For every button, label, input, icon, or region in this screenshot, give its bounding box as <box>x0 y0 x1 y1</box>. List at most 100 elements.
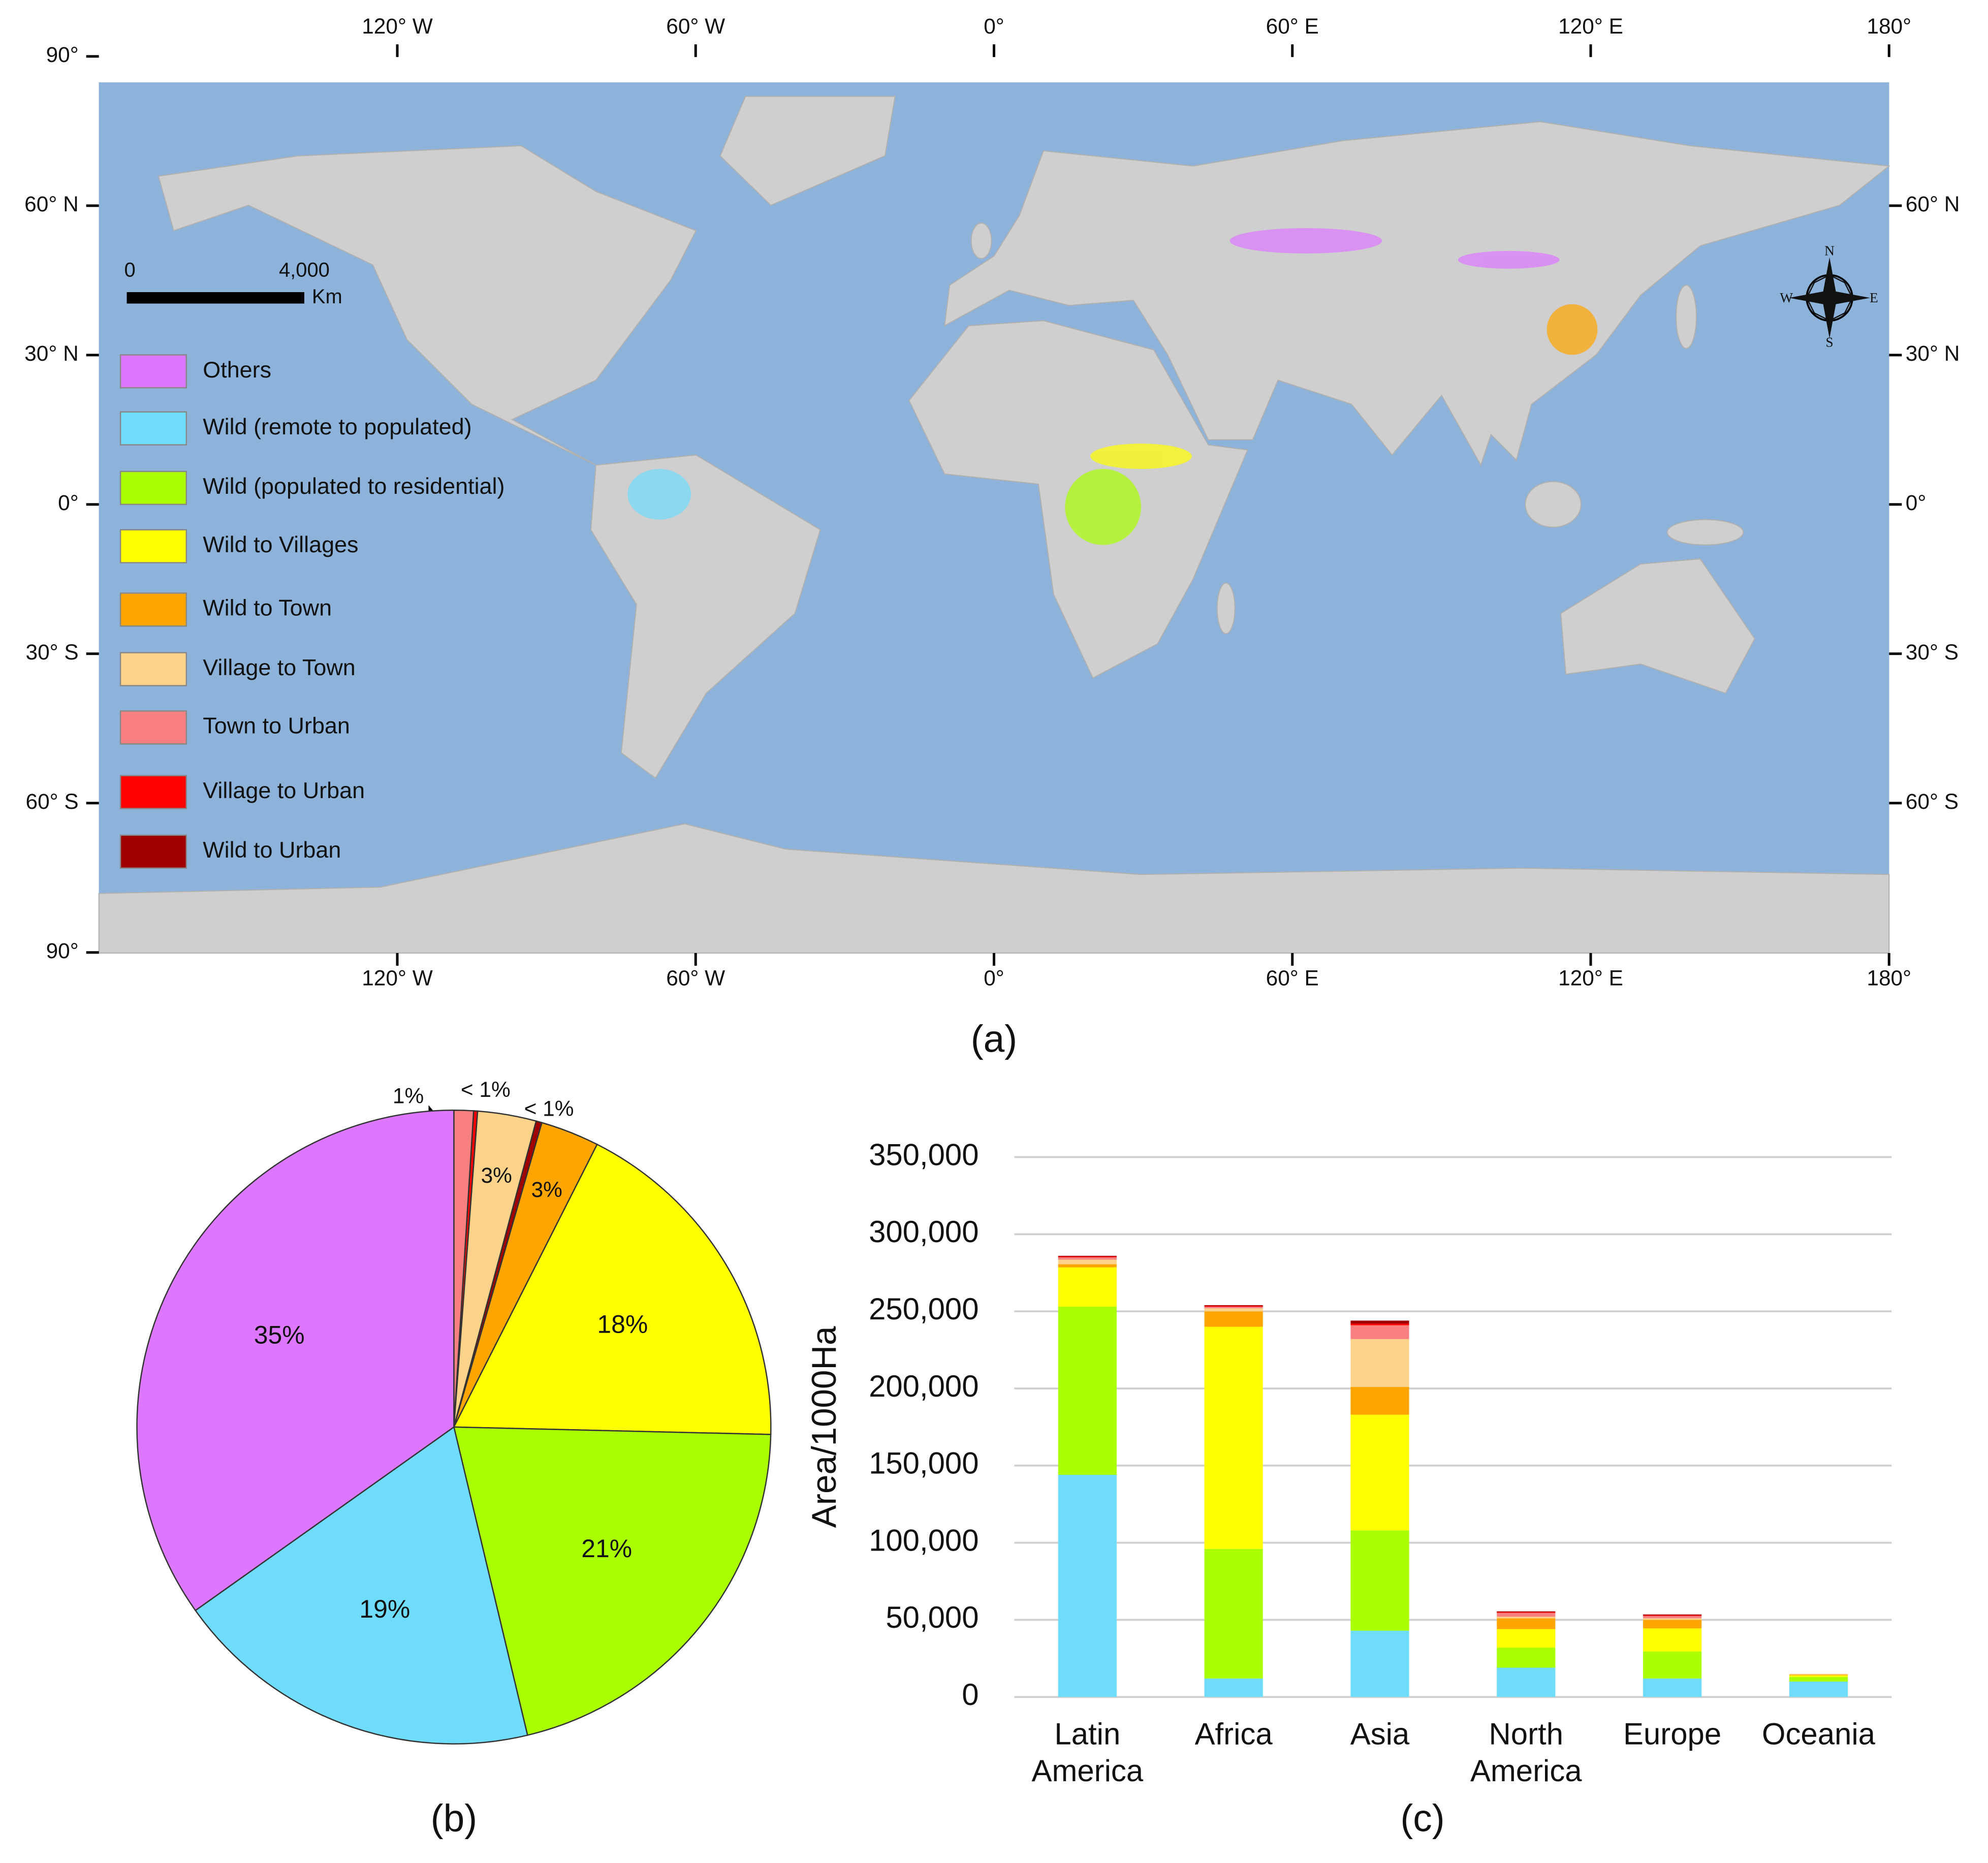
bar-segment <box>1789 1673 1848 1675</box>
lat-label: 90° <box>46 43 79 67</box>
compass-s: S <box>1825 334 1833 350</box>
legend-label: Town to Urban <box>203 713 350 739</box>
bar-segment <box>1789 1675 1848 1677</box>
lat-label: 30° N <box>1906 341 1960 365</box>
bar-segment <box>1058 1257 1117 1260</box>
pie-slice <box>453 1143 772 1435</box>
scale-unit: Km <box>312 286 342 308</box>
legend-swatch <box>119 652 187 686</box>
pie-slice <box>136 1109 455 1612</box>
pie-label: 21% <box>581 1534 632 1563</box>
bar-segment <box>1350 1339 1409 1387</box>
legend-label: Village to Urban <box>203 777 365 803</box>
y-tick-label: 300,000 <box>869 1215 979 1249</box>
bar-segment <box>1350 1630 1409 1697</box>
bar-segment <box>1058 1259 1117 1265</box>
pie-label: 1% <box>393 1084 424 1108</box>
legend-label: Wild to Urban <box>203 837 341 863</box>
bar-segment <box>1350 1414 1409 1531</box>
lat-label: 0° <box>58 491 79 515</box>
bar-segment <box>1497 1613 1556 1617</box>
bar-segment <box>1350 1386 1409 1415</box>
bar-segment <box>1643 1618 1702 1620</box>
lon-label: 60° E <box>1266 966 1319 990</box>
bar-segment <box>1497 1629 1556 1648</box>
bar-segment <box>1643 1651 1702 1679</box>
bar-segment <box>1350 1323 1409 1325</box>
pie-label: 3% <box>481 1163 512 1187</box>
lat-label: 60° N <box>24 192 79 216</box>
caption-c: (c) <box>1400 1796 1444 1839</box>
bar-segment <box>1058 1256 1117 1257</box>
bar-segment <box>1350 1530 1409 1631</box>
legend-label: Village to Town <box>203 654 355 680</box>
bar-segment <box>1204 1307 1263 1309</box>
bar-segment <box>1643 1615 1702 1616</box>
bar-segment <box>1204 1678 1263 1697</box>
pie-label: 18% <box>597 1310 648 1339</box>
pie-label: 19% <box>359 1595 410 1623</box>
bar-segment <box>1350 1320 1409 1324</box>
compass-e: E <box>1870 290 1878 305</box>
bar-segment <box>1204 1327 1263 1549</box>
pie-label: 35% <box>254 1321 305 1349</box>
lon-label: 180° <box>1867 966 1911 990</box>
pie-slice <box>194 1426 528 1745</box>
lon-label: 60° W <box>666 966 725 990</box>
bar-segment <box>1789 1681 1848 1697</box>
bar-segment <box>1643 1616 1702 1619</box>
bar-segment <box>1497 1648 1556 1668</box>
bar-segment <box>1643 1620 1702 1629</box>
bar-segment <box>1204 1306 1263 1307</box>
legend-swatch <box>119 354 187 389</box>
lat-label: 60° S <box>25 790 78 813</box>
lon-label: 120° E <box>1558 14 1623 38</box>
y-tick-label: 250,000 <box>869 1292 979 1326</box>
y-tick-label: 350,000 <box>869 1138 979 1172</box>
bar-segment <box>1058 1267 1117 1307</box>
lon-label: 0° <box>984 14 1004 38</box>
pie-slice <box>453 1426 772 1736</box>
lon-label: 60° W <box>666 14 725 38</box>
scale-end: 4,000 <box>279 259 330 281</box>
lat-label: 30° S <box>25 640 78 664</box>
x-tick-label: North America <box>1470 1717 1582 1787</box>
bar-segment <box>1350 1325 1409 1339</box>
x-tick-label: Africa <box>1195 1717 1273 1751</box>
lon-label: 120° W <box>362 966 433 990</box>
land <box>98 96 1890 954</box>
bar-segment <box>1789 1675 1848 1676</box>
y-axis-label: Area/1000Ha <box>805 1326 843 1528</box>
y-tick-label: 100,000 <box>869 1523 979 1557</box>
pie-label: < 1% <box>524 1096 574 1120</box>
compass <box>1789 257 1870 339</box>
bar-segment <box>1497 1612 1556 1613</box>
lon-label: 180° <box>1867 14 1911 38</box>
bar-segment <box>1643 1678 1702 1697</box>
lon-label: 0° <box>984 966 1004 990</box>
y-tick-label: 0 <box>962 1678 979 1712</box>
legend-swatch <box>119 411 187 446</box>
pie-label: 3% <box>531 1178 562 1202</box>
lat-label: 60° N <box>1906 192 1960 216</box>
bar-segment <box>1497 1611 1556 1613</box>
legend-swatch <box>119 775 187 809</box>
x-tick-label: Asia <box>1350 1717 1410 1751</box>
compass-w: W <box>1780 290 1793 305</box>
x-tick-label: Latin America <box>1032 1717 1144 1787</box>
x-tick-label: Europe <box>1623 1717 1721 1751</box>
legend-swatch <box>119 710 187 745</box>
pie-label: < 1% <box>461 1078 511 1101</box>
y-tick-label: 200,000 <box>869 1369 979 1403</box>
legend-swatch <box>119 834 187 869</box>
bar-segment <box>1204 1308 1263 1312</box>
lat-label: 60° S <box>1906 790 1959 813</box>
bar-segment <box>1204 1549 1263 1679</box>
y-tick-label: 50,000 <box>886 1600 979 1634</box>
scale-start: 0 <box>124 259 136 281</box>
bar-segment <box>1643 1628 1702 1652</box>
bar-segment <box>1789 1677 1848 1682</box>
legend-label: Wild to Town <box>203 595 332 621</box>
bar-segment <box>1058 1264 1117 1268</box>
